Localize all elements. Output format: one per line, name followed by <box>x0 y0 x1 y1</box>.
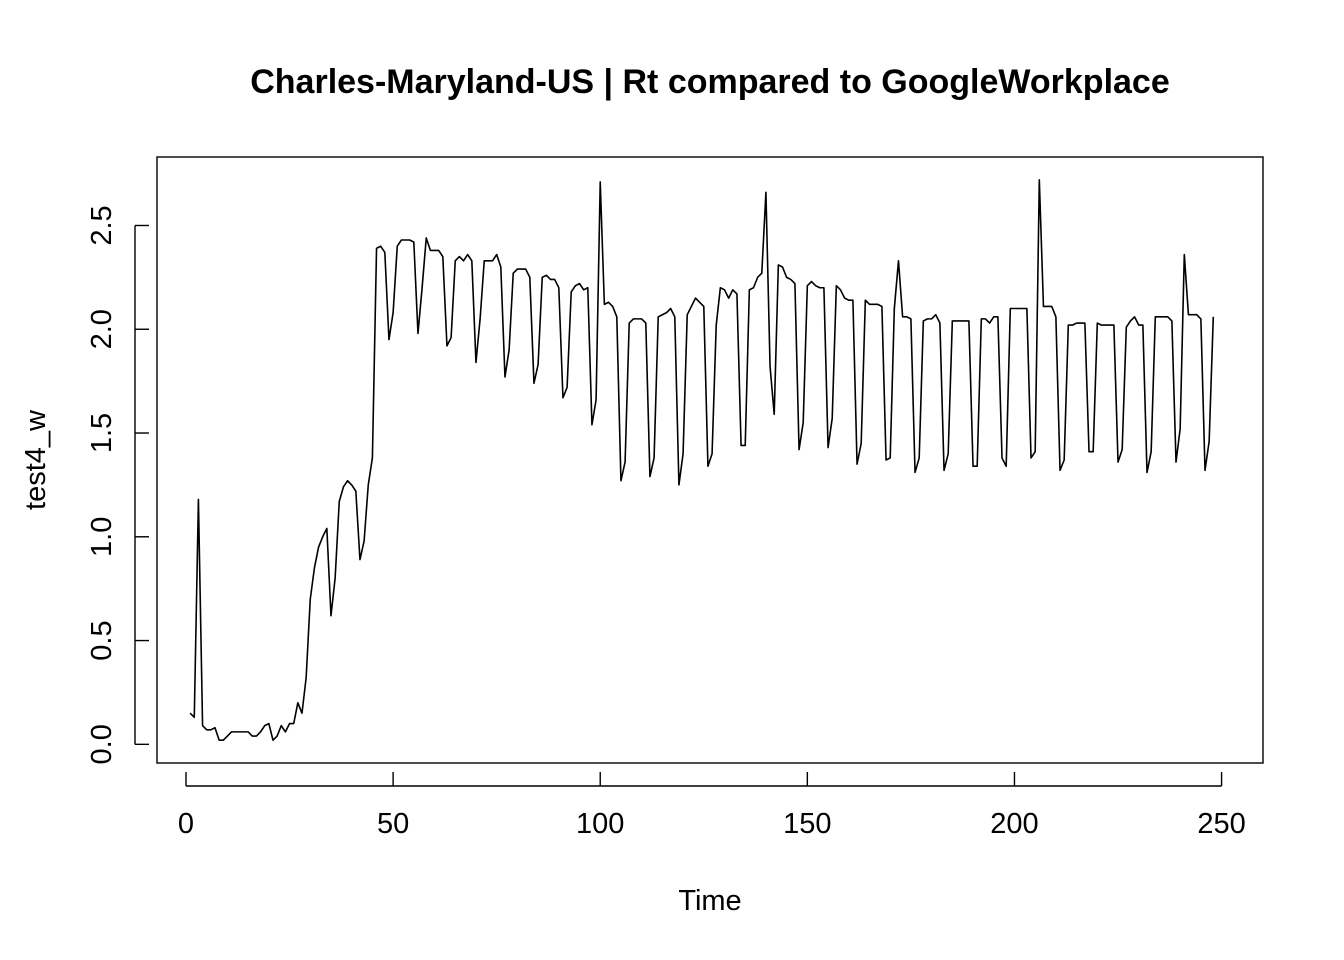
x-tick-label: 250 <box>1197 808 1245 840</box>
y-tick-label: 1.5 <box>86 413 118 453</box>
y-tick-label: 0.5 <box>86 620 118 660</box>
x-axis-label: Time <box>678 885 741 917</box>
y-tick-label: 2.0 <box>86 309 118 349</box>
x-tick-label: 50 <box>377 808 409 840</box>
series-layer <box>189 179 1215 741</box>
x-tick-label: 0 <box>178 808 194 840</box>
series-line <box>189 179 1215 741</box>
plot-frame <box>156 156 1264 764</box>
y-tick-label: 2.5 <box>86 205 118 245</box>
y-axis: 0.0 0.5 1.0 1.5 2.0 2.5 <box>86 205 149 764</box>
y-tick-label: 1.0 <box>86 517 118 557</box>
y-tick-label: 0.0 <box>86 724 118 764</box>
x-tick-label: 150 <box>783 808 831 840</box>
chart-title: Charles-Maryland-US | Rt compared to Goo… <box>250 63 1170 101</box>
x-axis: 0 50 100 150 200 250 <box>178 772 1246 840</box>
x-tick-label: 200 <box>990 808 1038 840</box>
y-axis-label: test4_w <box>20 409 52 510</box>
x-tick-label: 100 <box>576 808 624 840</box>
